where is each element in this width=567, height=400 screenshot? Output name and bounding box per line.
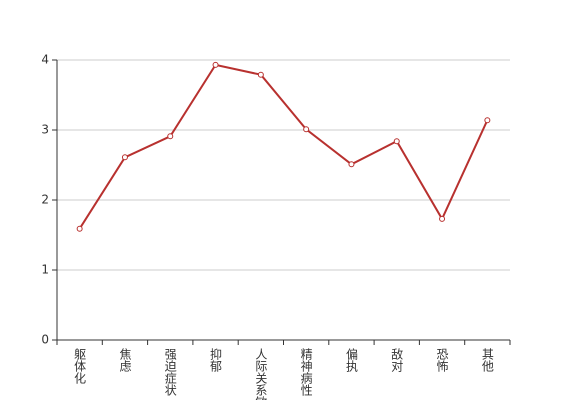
point [257,71,264,78]
x-tick-label: 精神病性 [299,348,313,397]
point [484,117,491,124]
point [393,138,400,145]
x-tick-label: 敌对 [390,347,404,372]
point [348,161,355,168]
y-tick-label: 3 [41,123,49,137]
x-tick-label: 躯体化 [73,347,87,385]
point [167,133,174,140]
x-tick-label: 人际关系敏感 [254,348,268,400]
point [76,225,83,232]
point [212,61,219,68]
x-tick-label: 恐怖 [435,348,449,372]
x-tick-label: 抑郁 [209,347,223,373]
x-tick-label: 偏执 [344,347,358,373]
y-tick-label: 4 [41,53,49,67]
point [121,154,128,161]
x-tick-label: 其他 [480,348,494,372]
point [439,215,446,222]
y-tick-label: 0 [41,333,49,347]
y-tick-label: 2 [41,193,49,207]
y-tick-label: 1 [41,263,49,277]
x-tick-label: 强迫症状 [163,348,177,396]
point [303,126,310,133]
x-tick-label: 焦虑 [118,348,132,372]
line [78,63,489,230]
